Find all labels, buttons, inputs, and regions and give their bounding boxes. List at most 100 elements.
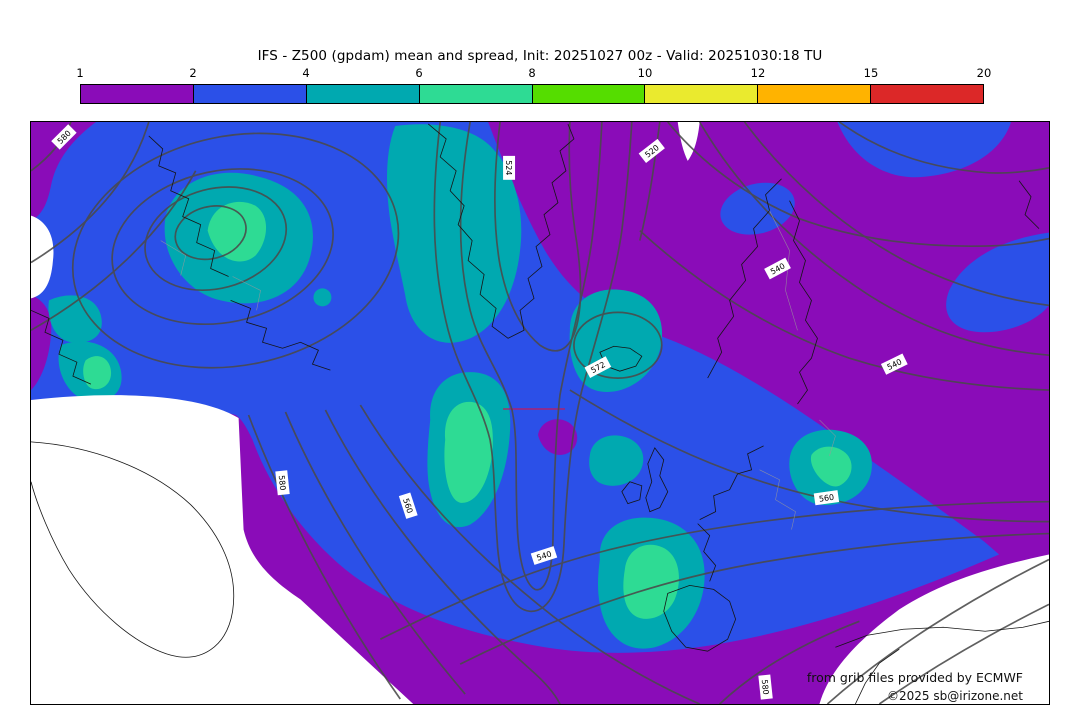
contour-line: [247, 414, 401, 700]
border-line: [759, 469, 796, 530]
chart-title: IFS - Z500 (gpdam) mean and spread, Init…: [257, 48, 823, 64]
contour-line: [31, 122, 150, 264]
contour-line: [174, 205, 247, 261]
coastline: [31, 441, 235, 658]
contour-line: [838, 122, 1049, 174]
colorbar-segment: [758, 85, 872, 103]
colorbar-tick: 20: [976, 66, 992, 80]
contour-line: [144, 186, 288, 292]
contour-labels-layer: 580 524 520 540 572 540 560 540 580 560 …: [51, 124, 908, 700]
colorbar-tick: 4: [302, 66, 310, 80]
contour-line: [71, 132, 400, 369]
contour-line: [826, 558, 1049, 704]
contour-line: [459, 122, 603, 591]
coastline: [645, 447, 669, 513]
colorbar-tick: 6: [415, 66, 423, 80]
contour-label: 560: [398, 492, 418, 519]
svg-text:524: 524: [504, 160, 513, 175]
contour-line: [638, 122, 661, 241]
colorbar-tick: 1: [76, 66, 84, 80]
contour-line: [324, 409, 561, 704]
border-lines-layer: [160, 210, 836, 530]
contour-line: [878, 603, 1049, 704]
spread-region-4-6: [387, 124, 522, 343]
colorbar-segment: [871, 85, 983, 103]
colorbar-tick: 15: [863, 66, 879, 80]
colorbar-tick: 2: [189, 66, 197, 80]
contour-line: [359, 404, 701, 704]
contour-line: [743, 122, 1049, 307]
coastline: [1018, 180, 1040, 229]
colorbar-segment: [532, 85, 646, 103]
contour-label: 524: [503, 155, 516, 180]
coastline: [663, 584, 737, 652]
coastline: [699, 445, 764, 520]
contour-label: 560: [813, 490, 840, 506]
coastline: [148, 135, 229, 277]
spread-region-6-8: [83, 356, 112, 390]
contour-line: [573, 311, 663, 379]
colorbar-segment: [193, 85, 307, 103]
attribution-source: from grib files provided by ECMWF: [806, 670, 1023, 685]
contour-line: [31, 170, 197, 332]
coastline: [230, 300, 331, 371]
contour-line: [433, 122, 633, 613]
contour-label: 572: [584, 356, 612, 379]
coastline: [31, 309, 92, 385]
contour-line: [284, 411, 466, 695]
spread-region-6-8: [207, 201, 267, 262]
weather-map: 580 524 520 540 572 540 560 540 580 560 …: [30, 121, 1050, 705]
coastline: [855, 648, 900, 704]
contour-line: [698, 122, 1049, 357]
coastline-layer: [31, 123, 1049, 704]
colorbar-tick: 10: [637, 66, 653, 80]
svg-text:560: 560: [401, 497, 414, 514]
no-data-region: [31, 215, 54, 299]
contour-line: [111, 168, 334, 326]
border-line: [819, 419, 836, 456]
svg-text:540: 540: [536, 549, 553, 562]
colorbar: [80, 84, 984, 104]
no-data-region: [677, 122, 700, 161]
no-data-region: [31, 395, 414, 704]
spread-region-1-2: [538, 419, 578, 455]
coastline: [789, 200, 818, 405]
spread-region-6-8: [810, 446, 852, 487]
colorbar-segment: [306, 85, 420, 103]
contour-line: [493, 122, 582, 352]
contour-label: 580: [275, 470, 290, 496]
border-line: [232, 276, 261, 311]
spread-region-6-8: [623, 544, 679, 619]
coastline: [621, 481, 643, 505]
contour-label: 540: [880, 353, 908, 375]
coastline: [427, 123, 575, 339]
attribution-copyright: ©2025 sb@irizone.net: [887, 689, 1023, 703]
coastline: [697, 523, 717, 582]
colorbar-segment: [419, 85, 533, 103]
contour-label: 580: [758, 674, 773, 700]
contour-label: 540: [764, 257, 791, 280]
contour-line: [379, 500, 1049, 640]
colorbar-segment: [81, 85, 194, 103]
contour-line: [719, 620, 860, 704]
coastline: [835, 620, 1049, 648]
contour-line: [459, 532, 1049, 665]
contour-lines-layer: [31, 122, 1049, 704]
spread-fill-layer: [31, 122, 1049, 704]
colorbar-tick: 12: [750, 66, 766, 80]
spread-region-1-2: [31, 295, 52, 391]
spread-region-4-6: [48, 295, 102, 343]
svg-text:580: 580: [760, 679, 771, 695]
svg-text:560: 560: [818, 493, 834, 504]
spread-region-6-8: [444, 401, 493, 503]
colorbar-segment: [645, 85, 759, 103]
coastline: [707, 178, 782, 379]
border-line: [769, 210, 798, 331]
contour-line: [639, 230, 1049, 391]
spread-region-2-4: [837, 122, 1012, 178]
spread-region-1-2: [31, 122, 96, 221]
spread-region-4-6: [589, 435, 644, 486]
spread-region-2-4: [946, 232, 1049, 333]
colorbar-tick: 8: [528, 66, 536, 80]
